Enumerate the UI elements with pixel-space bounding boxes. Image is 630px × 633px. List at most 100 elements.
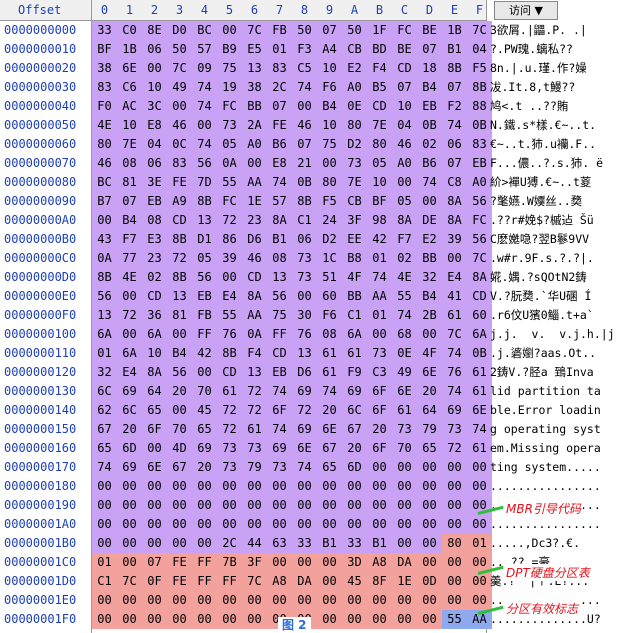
hex-byte: 00 (417, 325, 442, 344)
hex-byte: 61 (442, 306, 467, 325)
offset: 0000000030 (4, 80, 77, 94)
hex-byte: 7C (442, 325, 467, 344)
hex-byte: F5 (317, 192, 342, 211)
hex-byte: 00 (217, 591, 242, 610)
hex-byte: 74 (442, 116, 467, 135)
hex-byte: 64 (142, 382, 167, 401)
hex-byte: 10 (142, 78, 167, 97)
hex-byte: 00 (142, 591, 167, 610)
hex-byte: 38 (92, 59, 117, 78)
hex-byte: 80 (442, 534, 467, 553)
hex-byte: 2C (267, 78, 292, 97)
hex-byte: 00 (167, 496, 192, 515)
separator (91, 0, 92, 633)
hex-byte: 7C (242, 21, 267, 40)
hex-byte: CB (342, 40, 367, 59)
column-header: C (400, 3, 409, 17)
hex-byte: F6 (317, 78, 342, 97)
ascii: 2鋳V.?胫a 鵄Inva (490, 365, 594, 379)
hex-byte: BE (392, 40, 417, 59)
hex-byte: B8 (342, 249, 367, 268)
hex-byte: 00 (367, 477, 392, 496)
hex-byte: 00 (142, 496, 167, 515)
hex-byte: 00 (467, 591, 492, 610)
hex-byte: 45 (342, 572, 367, 591)
hex-byte: 69 (442, 401, 467, 420)
hex-byte: 75 (267, 306, 292, 325)
hex-byte: 7C (467, 249, 492, 268)
column-header: 3 (175, 3, 184, 17)
ascii: 紒>襌U猼.€~..t葼 (490, 175, 592, 189)
hex-byte: 00 (292, 97, 317, 116)
hex-byte: 00 (392, 458, 417, 477)
hex-byte: 86 (217, 230, 242, 249)
hex-byte: 6A (467, 325, 492, 344)
hex-byte: 46 (292, 116, 317, 135)
offset: 0000000110 (4, 346, 77, 360)
hex-byte: 60 (317, 287, 342, 306)
ascii: .....,Dc3?.€. (490, 536, 581, 550)
column-header: B (375, 3, 384, 17)
hex-byte: 00 (292, 515, 317, 534)
hex-byte: 6A (92, 325, 117, 344)
hex-byte: AA (467, 610, 492, 629)
hex-byte: 73 (292, 268, 317, 287)
hex-byte: 8A (242, 287, 267, 306)
hex-byte: 74 (192, 135, 217, 154)
hex-byte: F3 (292, 40, 317, 59)
hex-byte: E4 (442, 268, 467, 287)
hex-byte: BB (417, 249, 442, 268)
hex-byte: 42 (192, 344, 217, 363)
offset: 00000001D0 (4, 574, 77, 588)
hex-byte: AA (242, 306, 267, 325)
hex-byte: 01 (367, 249, 392, 268)
hex-byte: 56 (92, 287, 117, 306)
hex-byte: 07 (142, 553, 167, 572)
hex-byte: 69 (117, 382, 142, 401)
offset: 00000001B0 (4, 536, 77, 550)
hex-byte: F7 (392, 230, 417, 249)
hex-byte: 56 (192, 268, 217, 287)
hex-byte: E4 (117, 363, 142, 382)
hex-byte: 44 (242, 534, 267, 553)
hex-byte: 00 (442, 572, 467, 591)
hex-byte: 00 (342, 591, 367, 610)
hex-byte: 72 (442, 439, 467, 458)
hex-byte: 20 (192, 458, 217, 477)
hex-byte: CD (142, 287, 167, 306)
hex-byte: 00 (217, 610, 242, 629)
column-header: 6 (250, 3, 259, 17)
hex-byte: 23 (142, 249, 167, 268)
hex-byte: 0A (217, 154, 242, 173)
hex-byte: 8B (467, 78, 492, 97)
hex-byte: BB (242, 97, 267, 116)
hex-byte: 00 (417, 192, 442, 211)
hex-byte: 00 (417, 477, 442, 496)
hex-byte: 6D (117, 439, 142, 458)
hex-byte: 07 (442, 154, 467, 173)
hex-byte: 61 (242, 420, 267, 439)
hex-byte: 00 (192, 116, 217, 135)
hex-byte: 69 (267, 439, 292, 458)
hex-byte: A8 (367, 553, 392, 572)
hex-byte: 61 (317, 363, 342, 382)
hex-byte: 56 (467, 192, 492, 211)
offset: 00000000F0 (4, 308, 77, 322)
hex-byte: 73 (292, 249, 317, 268)
hex-byte: 73 (367, 344, 392, 363)
hex-byte: C3 (367, 363, 392, 382)
hex-byte: 00 (242, 154, 267, 173)
hex-byte: 3F (242, 553, 267, 572)
hex-byte: 00 (117, 477, 142, 496)
hex-byte: 46 (392, 135, 417, 154)
access-button[interactable]: 访问 ▼ (494, 1, 558, 20)
hex-byte: 67 (342, 420, 367, 439)
hex-byte: 00 (392, 477, 417, 496)
hex-byte: 67 (317, 439, 342, 458)
hex-byte: 00 (117, 325, 142, 344)
hex-byte: 45 (192, 401, 217, 420)
hex-byte: B9 (217, 40, 242, 59)
hex-byte: 00 (392, 515, 417, 534)
hex-byte: 01 (267, 40, 292, 59)
hex-byte: BF (92, 40, 117, 59)
